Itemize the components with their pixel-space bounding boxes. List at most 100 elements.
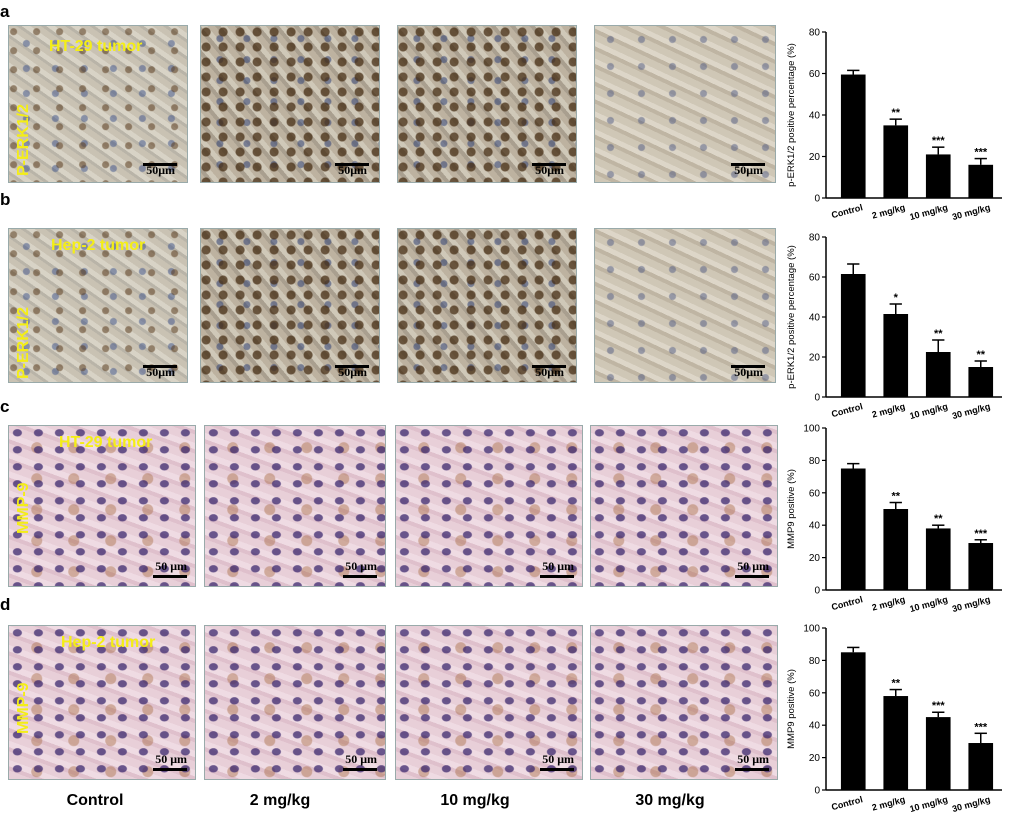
bar bbox=[925, 717, 951, 790]
scale-bar bbox=[143, 365, 177, 368]
scale-bar bbox=[343, 768, 377, 771]
significance-label: *** bbox=[974, 721, 988, 733]
category-label: 2 mg/kg bbox=[871, 594, 906, 612]
bar-chart-b: 0 20 40 60 80 p-ERK1/2 positive percentage (%… bbox=[786, 233, 1002, 421]
bar bbox=[968, 743, 994, 790]
scale-bar bbox=[343, 575, 377, 578]
micrograph-d-2mg: 50 μm bbox=[204, 625, 386, 780]
y-tick-label: 60 bbox=[809, 688, 821, 699]
y-tick-label: 40 bbox=[809, 521, 821, 532]
y-tick-label: 0 bbox=[814, 586, 820, 597]
bar bbox=[925, 154, 951, 198]
significance-label: ** bbox=[891, 491, 900, 503]
y-tick-label: 40 bbox=[809, 313, 821, 324]
y-tick-label: 100 bbox=[803, 424, 820, 435]
column-label-2mg: 2 mg/kg bbox=[249, 792, 311, 809]
y-axis-label: MMP9 positive (%) bbox=[786, 669, 797, 749]
bar bbox=[968, 543, 994, 590]
significance-label: ** bbox=[891, 678, 900, 690]
stain-label: P-ERK1/2 bbox=[15, 103, 32, 176]
scale-label: 50μm bbox=[535, 163, 564, 177]
micrograph-c-30mg: 50 μm bbox=[590, 425, 778, 587]
bar bbox=[840, 74, 866, 198]
micrograph-b-10mg: 50μm bbox=[397, 228, 577, 383]
bar bbox=[883, 696, 909, 790]
scale-bar bbox=[731, 163, 765, 166]
bar-chart-c: 0 20 40 60 80 100 MMP9 positive (%) Control ** 2 … bbox=[786, 424, 1002, 614]
category-label: Control bbox=[830, 794, 863, 812]
scale-bar bbox=[143, 163, 177, 166]
scale-label: 50 μm bbox=[155, 559, 187, 573]
y-tick-label: 60 bbox=[809, 488, 821, 499]
scale-label: 50μm bbox=[338, 163, 367, 177]
micrograph-a-control: HT-29 tumor P-ERK1/2 50μm bbox=[8, 25, 188, 183]
bar bbox=[883, 314, 909, 397]
scale-label: 50 μm bbox=[155, 752, 187, 766]
scale-label: 50 μm bbox=[542, 752, 574, 766]
y-axis-label: p-ERK1/2 positive percentage (%) bbox=[786, 245, 797, 389]
micrograph-a-30mg: 50μm bbox=[594, 25, 776, 183]
micrograph-c-10mg: 50 μm bbox=[395, 425, 583, 587]
panel-letter-d: d bbox=[0, 595, 11, 614]
significance-label: *** bbox=[932, 700, 946, 712]
scale-label: 50μm bbox=[734, 163, 763, 177]
significance-label: * bbox=[894, 292, 899, 304]
y-tick-label: 60 bbox=[809, 69, 821, 80]
y-tick-label: 80 bbox=[809, 656, 821, 667]
y-tick-label: 80 bbox=[809, 233, 821, 244]
y-tick-label: 60 bbox=[809, 273, 821, 284]
category-label: 2 mg/kg bbox=[871, 202, 906, 220]
y-tick-label: 0 bbox=[814, 194, 820, 205]
panel-letter-a: a bbox=[0, 2, 10, 21]
column-label-30mg: 30 mg/kg bbox=[635, 792, 705, 809]
bar bbox=[883, 509, 909, 590]
y-tick-label: 40 bbox=[809, 721, 821, 732]
scale-label: 50μm bbox=[146, 365, 175, 379]
category-label: Control bbox=[830, 594, 863, 612]
scale-label: 50μm bbox=[535, 365, 564, 379]
column-label-control: Control bbox=[66, 792, 124, 809]
y-tick-label: 0 bbox=[814, 393, 820, 404]
column-label-10mg: 10 mg/kg bbox=[440, 792, 510, 809]
scale-label: 50μm bbox=[338, 365, 367, 379]
category-label: 10 mg/kg bbox=[908, 594, 948, 614]
y-tick-label: 0 bbox=[814, 786, 820, 797]
bar bbox=[925, 352, 951, 397]
bar bbox=[840, 274, 866, 397]
tumor-label: Hep-2 tumor bbox=[51, 237, 146, 254]
scale-label: 50 μm bbox=[737, 559, 769, 573]
micrograph-a-2mg: 50μm bbox=[200, 25, 380, 183]
y-tick-label: 80 bbox=[809, 28, 821, 39]
category-label: 10 mg/kg bbox=[908, 794, 948, 814]
y-tick-label: 40 bbox=[809, 111, 821, 122]
category-label: Control bbox=[830, 401, 863, 419]
significance-label: ** bbox=[891, 107, 900, 119]
y-tick-label: 20 bbox=[809, 753, 821, 764]
bar-chart-a: 0 20 40 60 80 p-ERK1/2 positive percentage (%… bbox=[786, 28, 1002, 222]
significance-label: *** bbox=[932, 135, 946, 147]
bar bbox=[925, 528, 951, 590]
y-axis-label: MMP9 positive (%) bbox=[786, 469, 797, 549]
bar-chart-d: 0 20 40 60 80 100 MMP9 positive (%) Control ** 2 … bbox=[786, 624, 1002, 814]
scale-label: 50μm bbox=[146, 163, 175, 177]
bar bbox=[840, 468, 866, 590]
scale-bar bbox=[532, 365, 566, 368]
micrograph-c-2mg: 50 μm bbox=[204, 425, 386, 587]
scale-bar bbox=[335, 163, 369, 166]
scale-label: 50 μm bbox=[737, 752, 769, 766]
micrograph-a-10mg: 50μm bbox=[397, 25, 577, 183]
scale-label: 50 μm bbox=[345, 559, 377, 573]
significance-label: ** bbox=[976, 349, 985, 361]
scale-bar bbox=[540, 575, 574, 578]
y-tick-label: 100 bbox=[803, 624, 820, 635]
bar bbox=[968, 367, 994, 397]
panel-letter-b: b bbox=[0, 190, 11, 209]
micrograph-d-30mg: 50 μm bbox=[590, 625, 778, 780]
scale-bar bbox=[735, 575, 769, 578]
scale-bar bbox=[735, 768, 769, 771]
stain-label: MMP-9 bbox=[15, 682, 32, 734]
category-label: 30 mg/kg bbox=[951, 794, 991, 814]
y-axis-label: p-ERK1/2 positive percentage (%) bbox=[786, 43, 797, 187]
micrograph-b-2mg: 50μm bbox=[200, 228, 380, 383]
category-label: 30 mg/kg bbox=[951, 594, 991, 614]
